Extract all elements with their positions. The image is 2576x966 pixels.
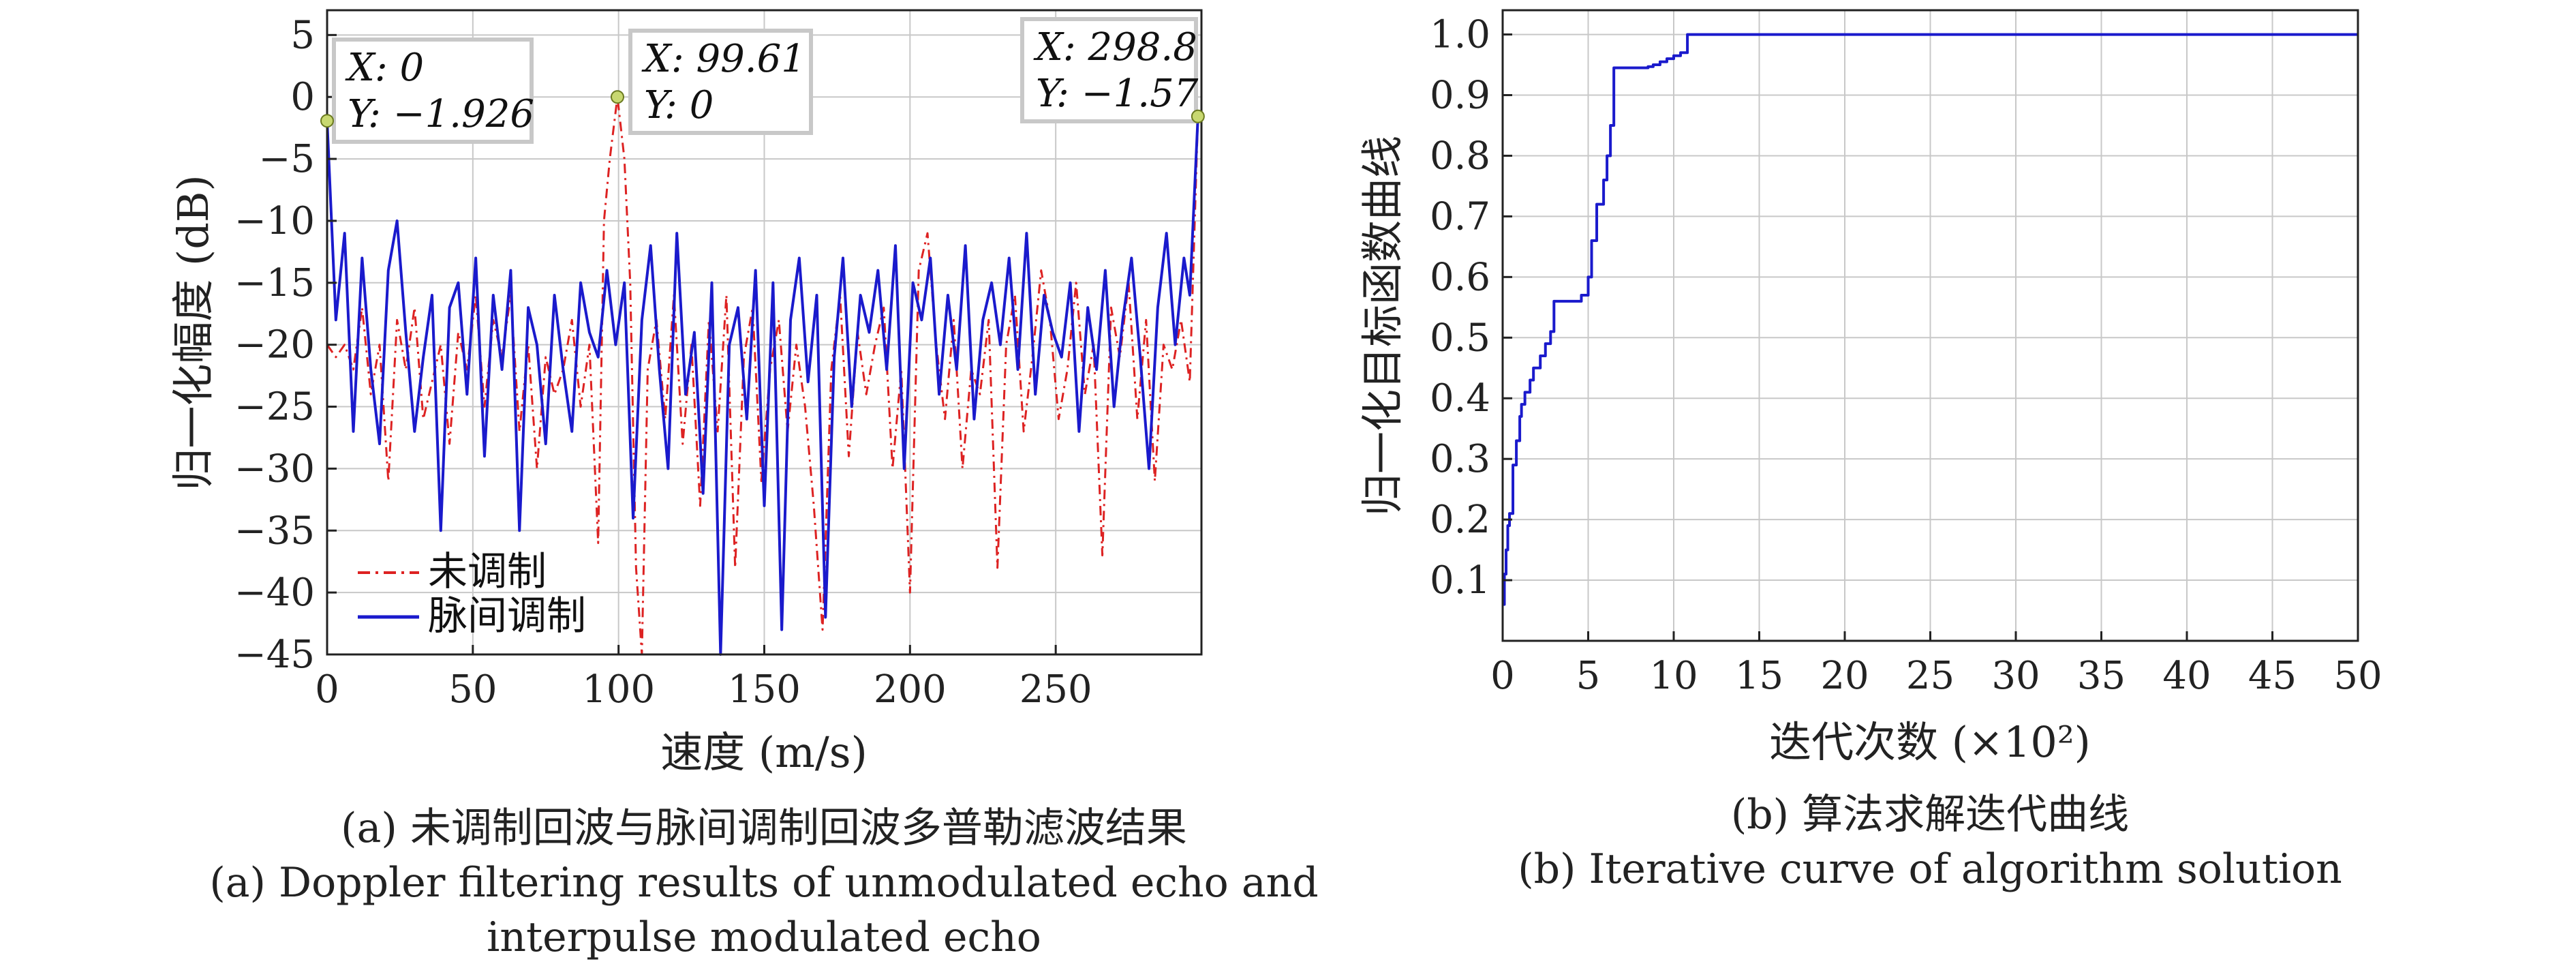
chart-a-x-label: 速度 (m/s) <box>660 727 868 777</box>
y-tick-label: 0.7 <box>1430 194 1490 239</box>
chart-b-y-label: 归一化目标函数曲线 <box>1358 136 1407 516</box>
x-tick-label: 50 <box>448 667 497 712</box>
datatip-y-text: Y: −1.926 <box>348 92 534 136</box>
chart-b: 0 5 10 15 20 25 30 35 40 45 50 0.10.20.30.40.50.60… <box>1358 9 2382 893</box>
y-tick-label: −20 <box>234 323 315 367</box>
series-line <box>326 116 1199 656</box>
datatip-marker <box>320 114 334 128</box>
chart-a-lines <box>326 95 1199 656</box>
chart-a: 0 50 100 150 200 250 50−5−10−15−20−25−30−35−4… <box>168 9 1319 961</box>
chart-b-x-label: 迭代次数 (×10²) <box>1769 717 2091 767</box>
y-tick-label: −10 <box>234 199 315 243</box>
iteration-curve-line <box>1503 33 2358 606</box>
x-tick-label: 20 <box>1820 654 1869 698</box>
datatip-x-text: X: 298.8 <box>1033 25 1197 70</box>
x-tick-label: 15 <box>1735 654 1783 698</box>
x-tick-label: 35 <box>2077 654 2126 698</box>
x-tick-label: 10 <box>1649 654 1698 698</box>
y-tick-label: 0.3 <box>1430 437 1490 481</box>
datatip-box <box>1020 17 1198 123</box>
caption-a-cn: (a) 未调制回波与脉间调制回波多普勒滤波结果 <box>341 804 1187 852</box>
y-tick-label: 0.4 <box>1430 376 1490 421</box>
y-tick-label: 1.0 <box>1430 13 1490 57</box>
caption-a-en-2: interpulse modulated echo <box>487 914 1041 961</box>
x-tick-label: 5 <box>1576 654 1601 698</box>
caption-b-cn: (b) 算法求解迭代曲线 <box>1731 791 2129 839</box>
x-tick-label: 200 <box>874 667 947 712</box>
chart-b-y-ticks: 0.1 0.2 0.3 0.4 0.5 0.6 0.7 0.8 0.9 1.0 <box>1430 13 1512 603</box>
x-tick-label: 45 <box>2248 654 2297 698</box>
y-tick-label: 5 <box>290 13 315 57</box>
chart-b-x-ticks: 0 5 10 15 20 25 30 35 40 45 50 <box>1490 631 2382 698</box>
datatip-marker <box>1191 109 1205 123</box>
x-tick-label: 0 <box>1490 654 1515 698</box>
x-tick-label: 40 <box>2162 654 2211 698</box>
chart-a-datatips: X: 0Y: −1.926 X: 99.61Y: 0 X: 298.8Y: −1.5… <box>320 17 1205 144</box>
datatip-x-text: X: 0 <box>345 46 424 90</box>
x-tick-label: 100 <box>582 667 655 712</box>
y-tick-label: 0.9 <box>1430 74 1490 118</box>
y-tick-label: −40 <box>234 571 315 615</box>
y-tick-label: −30 <box>234 447 315 491</box>
caption-b-en: (b) Iterative curve of algorithm solutio… <box>1518 845 2342 893</box>
y-tick-label: −25 <box>234 385 315 429</box>
chart-a-y-ticks: 5 0 −5 −10 −15 −20 −25 −30 −35 −40 −45 <box>234 13 337 677</box>
y-tick-label: −15 <box>234 261 315 305</box>
datatip-y-text: Y: 0 <box>644 83 714 127</box>
caption-a-en-1: (a) Doppler filtering results of unmodul… <box>209 859 1318 907</box>
y-tick-label: −35 <box>234 509 315 553</box>
x-tick-label: 25 <box>1906 654 1954 698</box>
y-tick-label: 0.8 <box>1430 134 1490 178</box>
y-tick-label: 0.5 <box>1430 316 1490 360</box>
chart-a-legend: 未调制 脉间调制 <box>358 548 586 639</box>
chart-a-y-label: 归一化幅度 (dB) <box>168 175 218 490</box>
y-tick-label: 0.6 <box>1430 255 1490 299</box>
y-tick-label: −45 <box>234 633 315 677</box>
legend-modulated-label: 脉间调制 <box>428 592 586 639</box>
y-tick-label: 0.1 <box>1430 558 1490 603</box>
x-tick-label: 0 <box>315 667 339 712</box>
chart-a-x-ticks: 0 50 100 150 200 250 <box>315 645 1092 712</box>
datatip-x-text: X: 99.61 <box>641 37 806 81</box>
x-tick-label: 250 <box>1019 667 1092 712</box>
legend-unmodulated-label: 未调制 <box>428 548 547 594</box>
chart-b-grid <box>1502 10 2359 641</box>
y-tick-label: 0 <box>290 75 315 119</box>
chart-b-lines <box>1503 33 2358 606</box>
datatip-box <box>332 37 534 144</box>
y-tick-label: 0.2 <box>1430 498 1490 542</box>
x-tick-label: 50 <box>2333 654 2382 698</box>
y-tick-label: −5 <box>258 137 315 181</box>
datatip-marker <box>610 90 624 104</box>
datatip-y-text: Y: −1.57 <box>1036 72 1199 116</box>
x-tick-label: 30 <box>1991 654 2040 698</box>
datatip-box <box>628 29 813 135</box>
x-tick-label: 150 <box>728 667 801 712</box>
